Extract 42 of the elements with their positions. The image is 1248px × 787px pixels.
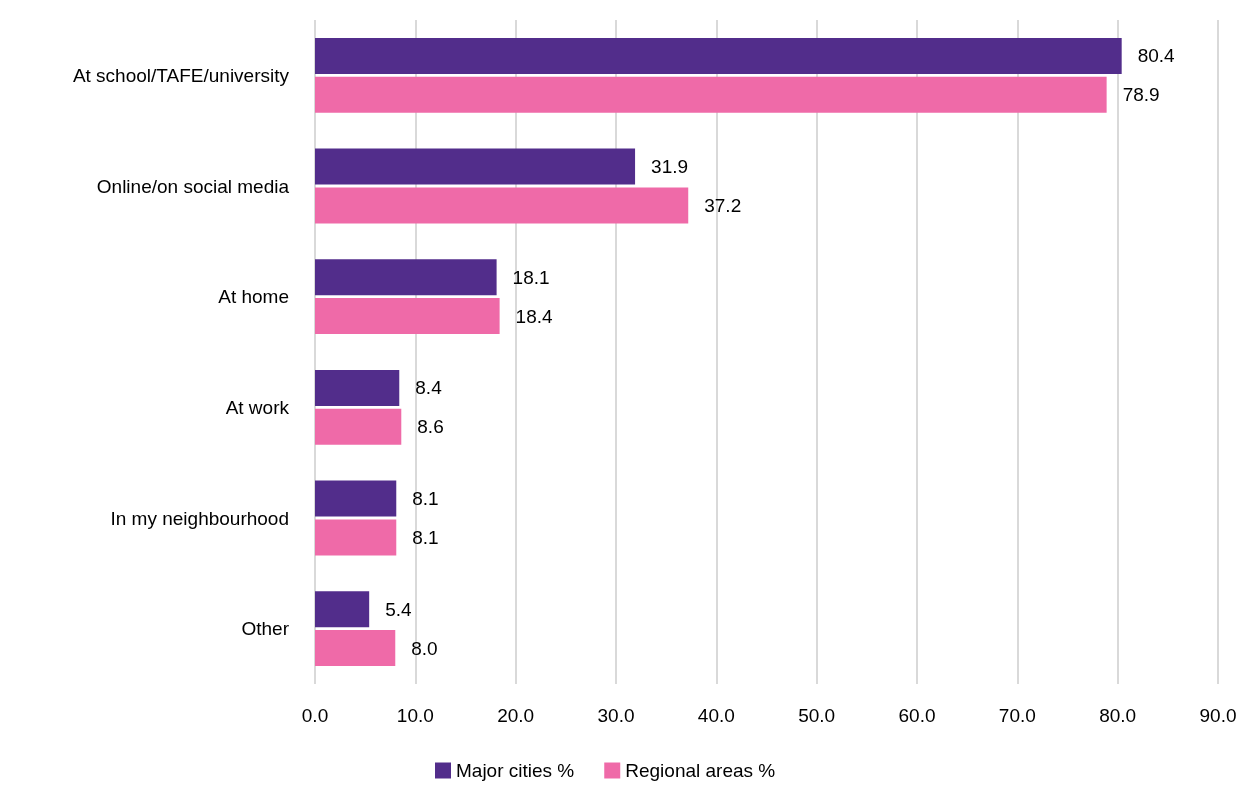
bar xyxy=(315,76,1107,113)
data-label: 31.9 xyxy=(651,156,689,178)
x-tick-label: 0.0 xyxy=(301,705,329,726)
bar xyxy=(315,480,397,517)
bar xyxy=(315,187,689,224)
bar xyxy=(315,259,497,296)
bar xyxy=(315,591,370,628)
data-label: 78.9 xyxy=(1122,84,1160,106)
data-label: 8.1 xyxy=(412,526,439,548)
data-label: 37.2 xyxy=(704,194,742,216)
y-tick-label: At work xyxy=(225,396,290,418)
y-tick-label: Online/on social media xyxy=(96,175,290,197)
bar xyxy=(315,298,500,335)
bar xyxy=(315,369,400,406)
y-tick-label: At school/TAFE/university xyxy=(72,64,290,86)
x-tick-label: 30.0 xyxy=(597,705,635,726)
y-tick-label: Other xyxy=(241,618,290,640)
data-label: 5.4 xyxy=(385,598,413,620)
x-tick-label: 70.0 xyxy=(998,705,1036,726)
data-label: 18.4 xyxy=(515,305,554,327)
legend-label: Regional areas % xyxy=(625,760,776,781)
bar xyxy=(315,408,402,445)
data-label: 8.4 xyxy=(415,377,443,399)
y-tick-label: In my neighbourhood xyxy=(110,507,289,529)
data-label: 8.6 xyxy=(417,416,444,438)
bar xyxy=(315,148,636,185)
data-label: 80.4 xyxy=(1137,45,1176,67)
x-tick-label: 90.0 xyxy=(1199,705,1237,726)
x-tick-label: 40.0 xyxy=(697,705,735,726)
y-tick-label: At home xyxy=(218,286,289,308)
data-label: 8.0 xyxy=(411,637,438,659)
x-tick-label: 10.0 xyxy=(396,705,434,726)
x-tick-label: 80.0 xyxy=(1099,705,1137,726)
data-label: 8.1 xyxy=(412,488,439,510)
data-label: 18.1 xyxy=(512,266,550,288)
legend-label: Major cities % xyxy=(456,760,575,781)
x-tick-label: 60.0 xyxy=(898,705,936,726)
bar xyxy=(315,37,1122,74)
bar xyxy=(315,519,397,556)
x-tick-label: 20.0 xyxy=(497,705,535,726)
bar xyxy=(315,630,396,667)
x-tick-label: 50.0 xyxy=(798,705,836,726)
